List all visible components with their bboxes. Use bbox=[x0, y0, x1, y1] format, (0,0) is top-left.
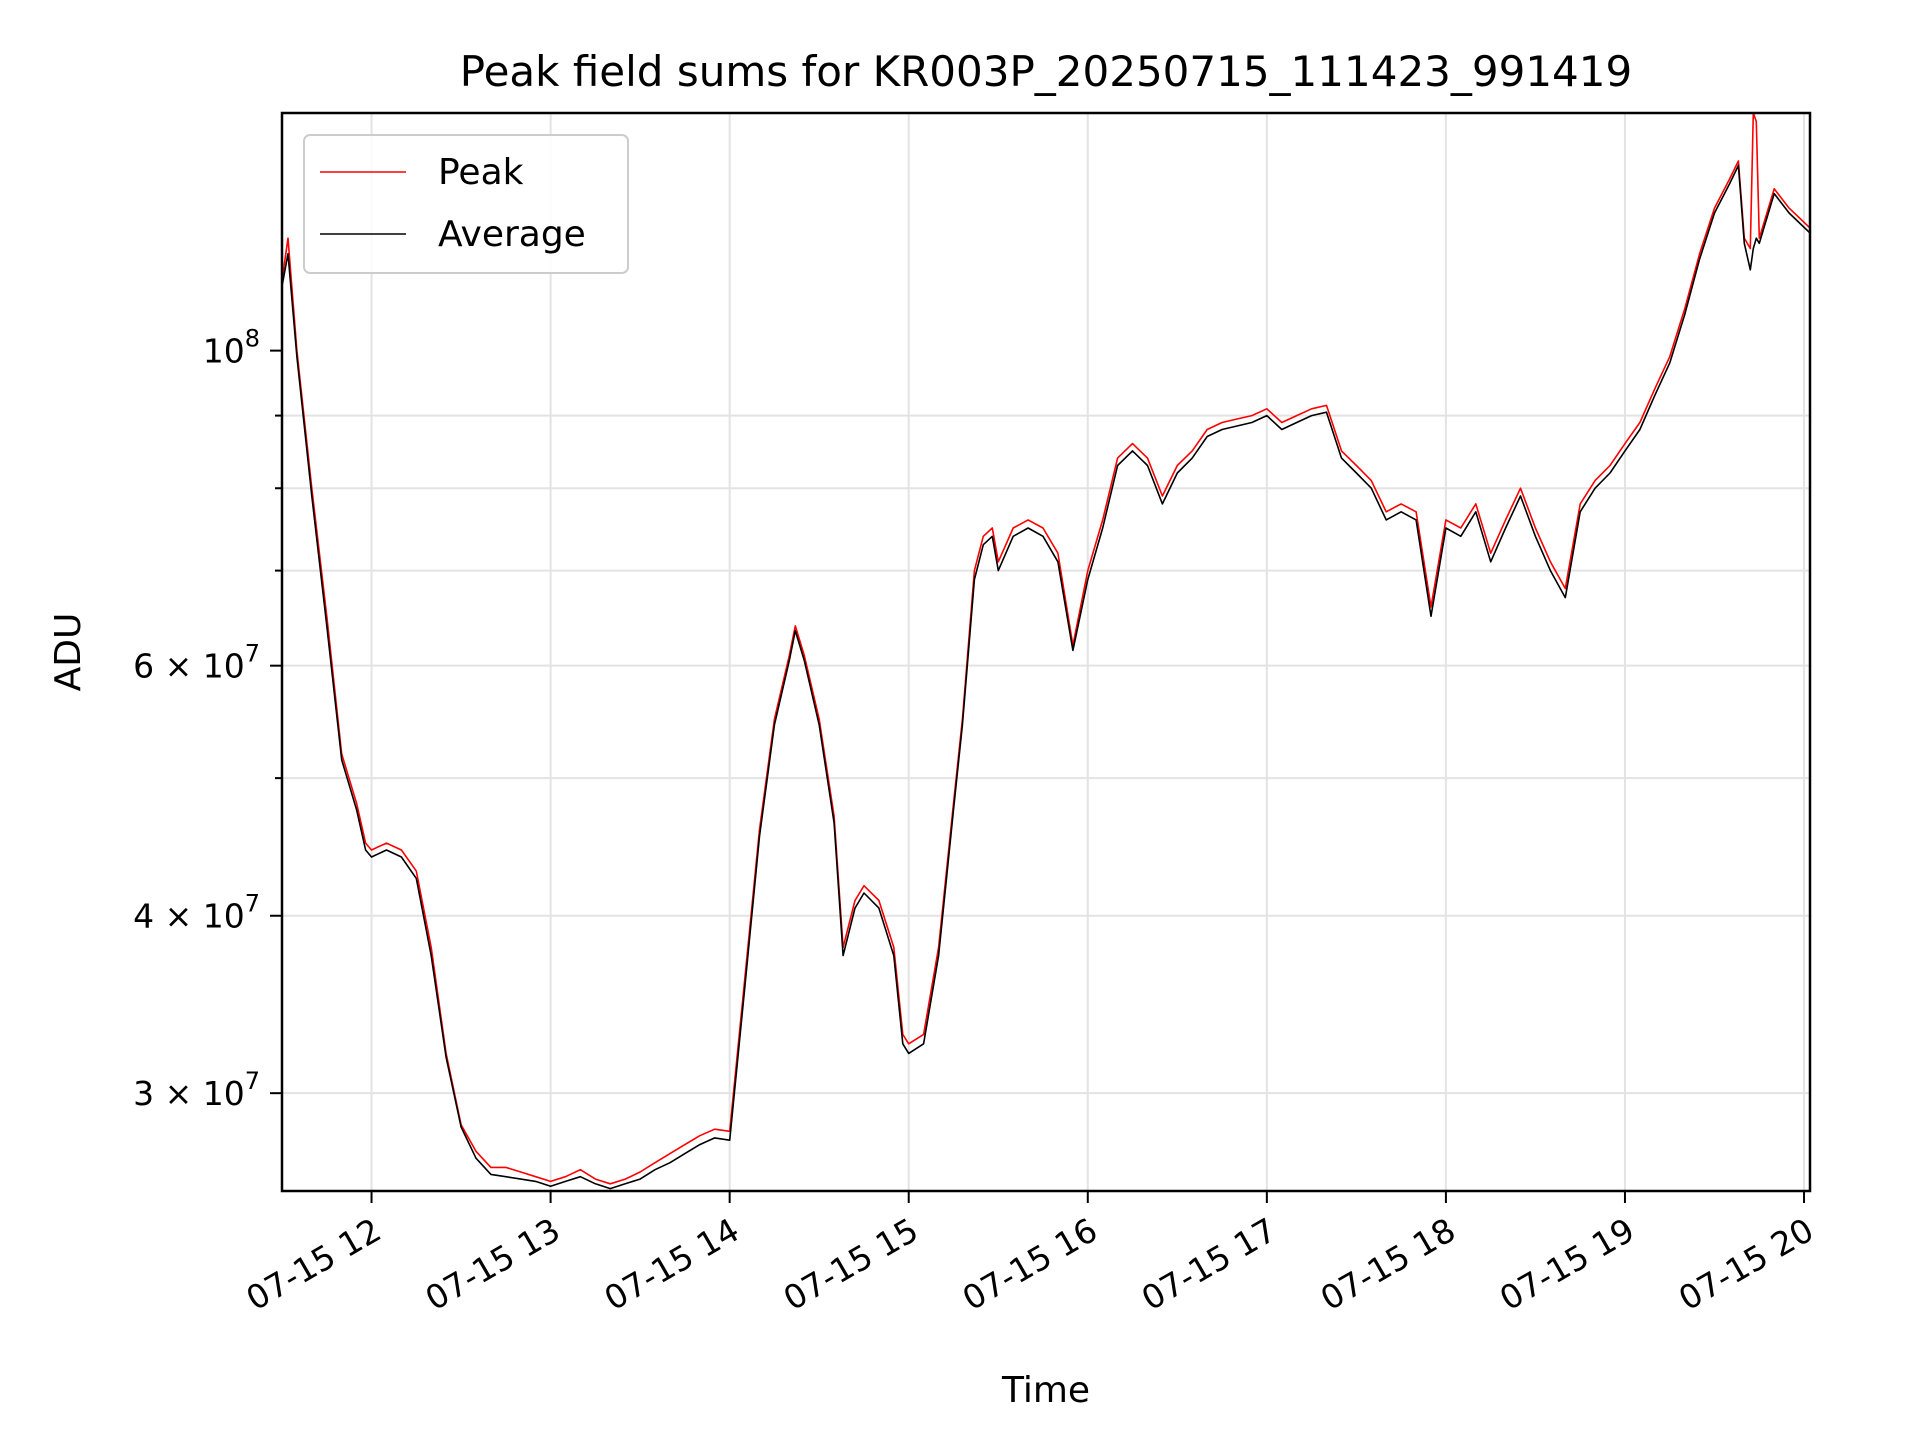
series-line-average bbox=[282, 164, 1810, 1190]
y-axis-label: ADU bbox=[48, 613, 89, 692]
legend-label-average: Average bbox=[438, 214, 586, 255]
y-tick-label: 3 × 107 bbox=[133, 1067, 260, 1113]
y-tick-label: 6 × 107 bbox=[133, 640, 260, 686]
legend-label-peak: Peak bbox=[438, 152, 524, 193]
legend-box bbox=[303, 134, 629, 274]
grid bbox=[282, 113, 1810, 1191]
series-layer bbox=[282, 113, 1810, 1190]
series-line-peak bbox=[282, 113, 1810, 1185]
y-tick-label: 108 bbox=[203, 325, 260, 371]
plot-frame bbox=[280, 111, 1812, 1193]
legend: Peak Average bbox=[303, 134, 629, 274]
y-axis-ticks: 3 × 107 4 × 107 6 × 107 108 bbox=[133, 325, 282, 1113]
y-tick-label: 4 × 107 bbox=[133, 890, 260, 936]
x-axis-label: Time bbox=[1001, 1370, 1090, 1411]
chart-title: Peak field sums for KR003P_20250715_1114… bbox=[460, 47, 1632, 96]
